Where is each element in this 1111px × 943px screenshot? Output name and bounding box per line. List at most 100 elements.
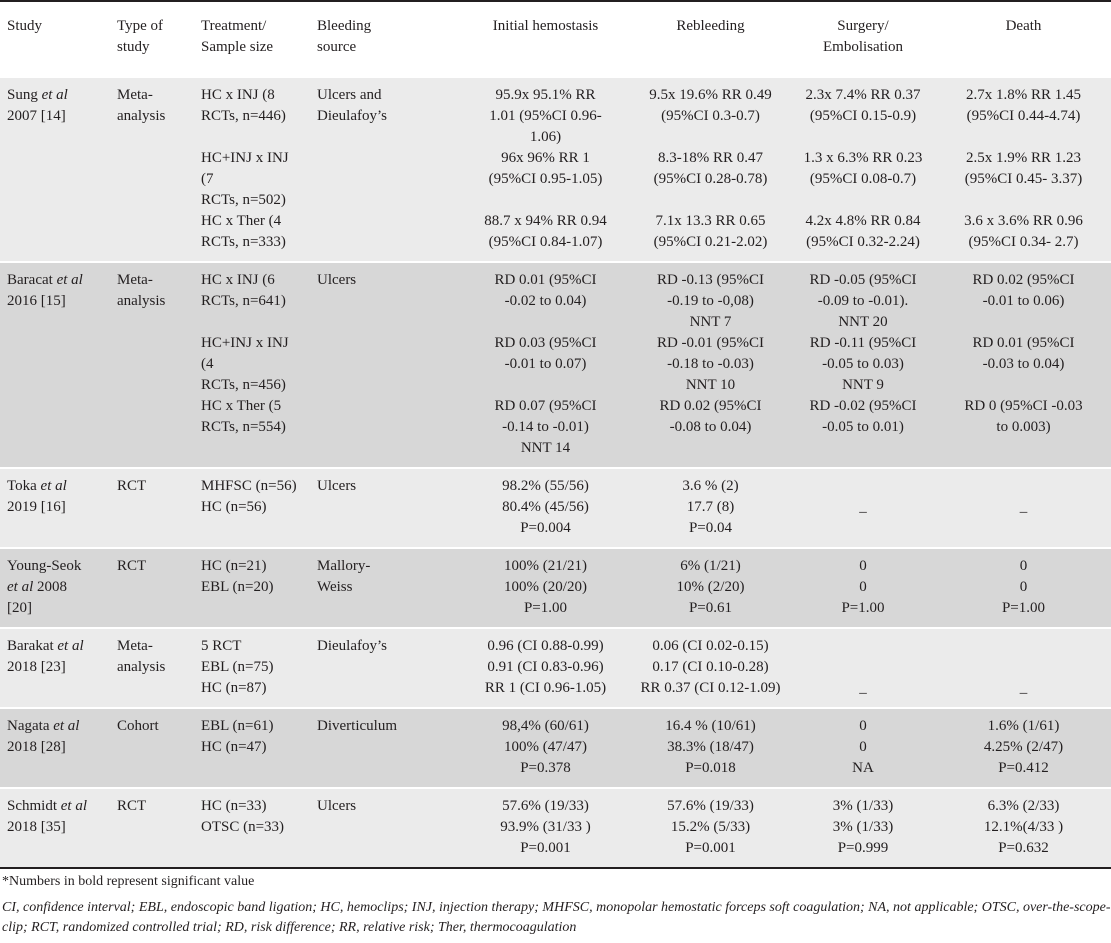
study-group: Baracat et al 2016 [15] Meta- analysis HC … bbox=[0, 262, 1111, 468]
study-group: Nagata et al 2018 [28] Cohort EBL (n=61) H… bbox=[0, 708, 1111, 788]
study-etal: et al bbox=[60, 798, 88, 814]
rebleeding-cell: 8.3-18% RR 0.47 (95%CI 0.28-0.78) bbox=[653, 150, 768, 187]
study-author: Nagata bbox=[7, 718, 54, 734]
type-cell: Meta- analysis bbox=[117, 87, 166, 124]
study-group: Schmidt et al 2018 [35] RCT HC (n=33) OTSC… bbox=[0, 788, 1111, 868]
study-etal: et al bbox=[53, 718, 80, 734]
surgery-cell: 0 0 NA bbox=[852, 718, 874, 776]
initial-cell: 57.6% (19/33) 93.9% (31/33 ) P=0.001 bbox=[500, 798, 591, 856]
table-row: HC x Ther (4 RCTs, n=333) 88.7 x 94% RR 0… bbox=[0, 211, 1111, 262]
initial-cell: 88.7 x 94% RR 0.94 (95%CI 0.84-1.07) bbox=[484, 213, 607, 250]
initial-cell: RD 0.07 (95%CI -0.14 to -0.01) NNT 14 bbox=[494, 398, 597, 456]
bleeding-source-cell: Ulcers and Dieulafoy’s bbox=[317, 87, 387, 124]
header-initial-hemostasis: Initial hemostasis bbox=[492, 18, 599, 34]
table-row: Sung et al 2007 [14] Meta- analysis HC x I… bbox=[0, 77, 1111, 148]
study-ref: 2007 [14] bbox=[7, 108, 66, 124]
table-row: Nagata et al 2018 [28] Cohort EBL (n=61) H… bbox=[0, 708, 1111, 788]
type-cell: Meta- analysis bbox=[117, 272, 166, 309]
study-cell: Baracat et al 2016 [15] bbox=[0, 262, 110, 468]
death-cell: _ bbox=[1019, 680, 1028, 696]
death-cell: RD 0.01 (95%CI -0.03 to 0.04) bbox=[972, 335, 1075, 372]
study-ref: 2019 [16] bbox=[7, 499, 66, 515]
treatment-cell: HC (n=21) EBL (n=20) bbox=[201, 558, 274, 595]
treatment-cell: HC+INJ x INJ (4 RCTs, n=456) bbox=[201, 335, 289, 393]
study-group: Toka et al 2019 [16] RCT MHFSC (n=56) HC (… bbox=[0, 468, 1111, 548]
footnote: *Numbers in bold represent significant v… bbox=[2, 874, 255, 889]
study-author: Sung bbox=[7, 87, 42, 103]
study-etal: et al bbox=[7, 579, 34, 595]
initial-cell: 0.96 (CI 0.88-0.99) 0.91 (CI 0.83-0.96) … bbox=[484, 638, 607, 696]
surgery-cell: RD -0.02 (95%CI -0.05 to 0.01) bbox=[809, 398, 917, 435]
initial-cell: RD 0.03 (95%CI -0.01 to 0.07) bbox=[494, 335, 597, 372]
table-row: Schmidt et al 2018 [35] RCT HC (n=33) OTSC… bbox=[0, 788, 1111, 868]
treatment-cell: HC x Ther (5 RCTs, n=554) bbox=[201, 398, 286, 435]
bleeding-source-cell: Diverticulum bbox=[317, 718, 397, 734]
study-author: Schmidt bbox=[7, 798, 61, 814]
study-author: Young-Seok bbox=[7, 558, 82, 574]
surgery-cell: RD -0.11 (95%CI -0.05 to 0.03) NNT 9 bbox=[809, 335, 917, 393]
treatment-cell: MHFSC (n=56) HC (n=56) bbox=[201, 478, 297, 515]
header-bleeding-source: Bleeding source bbox=[317, 18, 372, 55]
study-cell: Schmidt et al 2018 [35] bbox=[0, 788, 110, 868]
study-etal: et al bbox=[40, 478, 67, 494]
bleeding-source-cell: Mallory- Weiss bbox=[317, 558, 371, 595]
header-death: Death bbox=[1005, 18, 1042, 34]
death-cell: 2.5x 1.9% RR 1.23 (95%CI 0.45- 3.37) bbox=[964, 150, 1083, 187]
treatment-cell: HC x Ther (4 RCTs, n=333) bbox=[201, 213, 286, 250]
study-cell: Sung et al 2007 [14] bbox=[0, 77, 110, 262]
surgery-cell: 4.2x 4.8% RR 0.84 (95%CI 0.32-2.24) bbox=[805, 213, 921, 250]
abbreviations: CI, confidence interval; EBL, endoscopic… bbox=[2, 900, 1111, 935]
study-cell: Barakat et al 2018 [23] bbox=[0, 628, 110, 708]
treatment-cell: HC x INJ (6 RCTs, n=641) bbox=[201, 272, 286, 309]
surgery-cell: _ bbox=[859, 680, 867, 696]
surgery-cell: 2.3x 7.4% RR 0.37 (95%CI 0.15-0.9) bbox=[805, 87, 921, 124]
study-ref: 2018 [35] bbox=[7, 819, 66, 835]
treatment-cell: HC x INJ (8 RCTs, n=446) bbox=[201, 87, 286, 124]
study-ref: 2018 [23] bbox=[7, 659, 66, 675]
table-row: HC x Ther (5 RCTs, n=554) RD 0.07 (95%CI … bbox=[0, 396, 1111, 468]
table-header: Study Type of study Treatment/ Sample si… bbox=[0, 1, 1111, 77]
header-surgery: Surgery/ Embolisation bbox=[823, 18, 903, 55]
study-cell: Toka et al 2019 [16] bbox=[0, 468, 110, 548]
rebleeding-cell: 0.06 (CI 0.02-0.15) 0.17 (CI 0.10-0.28) … bbox=[640, 638, 781, 696]
rebleeding-cell: 3.6 % (2) 17.7 (8) P=0.04 bbox=[682, 478, 739, 536]
surgery-cell: _ bbox=[859, 499, 867, 515]
header-rebleeding: Rebleeding bbox=[676, 18, 745, 34]
bleeding-source-cell: Ulcers bbox=[317, 478, 357, 494]
initial-cell: 98.2% (55/56) 80.4% (45/56) P=0.004 bbox=[502, 478, 589, 536]
rebleeding-cell: 16.4 % (10/61) 38.3% (18/47) P=0.018 bbox=[665, 718, 756, 776]
table-row: Barakat et al 2018 [23] Meta- analysis 5 R… bbox=[0, 628, 1111, 708]
study-etal: et al bbox=[56, 272, 83, 288]
table-row: HC+INJ x INJ (4 RCTs, n=456) RD 0.03 (95%… bbox=[0, 333, 1111, 396]
study-etal: et al bbox=[41, 87, 68, 103]
rebleeding-cell: 7.1x 13.3 RR 0.65 (95%CI 0.21-2.02) bbox=[653, 213, 768, 250]
bleeding-source-cell: Ulcers bbox=[317, 798, 357, 814]
study-group: Young-Seok et al 2008 [20] RCT HC (n=21) E… bbox=[0, 548, 1111, 628]
rebleeding-cell: RD -0.13 (95%CI -0.19 to -0,08) NNT 7 bbox=[656, 272, 765, 330]
type-cell: Meta- analysis bbox=[117, 638, 166, 675]
initial-cell: 100% (21/21) 100% (20/20) P=1.00 bbox=[504, 558, 587, 616]
study-author: Barakat bbox=[7, 638, 58, 654]
header-study: Study bbox=[7, 18, 43, 34]
initial-cell: 98,4% (60/61) 100% (47/47) P=0.378 bbox=[502, 718, 589, 776]
rebleeding-cell: RD -0.01 (95%CI -0.18 to -0.03) NNT 10 bbox=[656, 335, 765, 393]
treatment-cell: HC+INJ x INJ (7 RCTs, n=502) bbox=[201, 150, 289, 208]
rebleeding-cell: 57.6% (19/33) 15.2% (5/33) P=0.001 bbox=[667, 798, 754, 856]
rebleeding-cell: RD 0.02 (95%CI -0.08 to 0.04) bbox=[659, 398, 762, 435]
death-cell: RD 0 (95%CI -0.03 to 0.003) bbox=[964, 398, 1083, 435]
surgery-cell: 0 0 P=1.00 bbox=[841, 558, 885, 616]
table-row: HC+INJ x INJ (7 RCTs, n=502) 96x 96% RR 1… bbox=[0, 148, 1111, 211]
initial-cell: 96x 96% RR 1 (95%CI 0.95-1.05) bbox=[488, 150, 603, 187]
header-treatment: Treatment/ Sample size bbox=[201, 18, 274, 55]
rebleeding-cell: 9.5x 19.6% RR 0.49 (95%CI 0.3-0.7) bbox=[649, 87, 772, 124]
study-ref: 2016 [15] bbox=[7, 293, 66, 309]
table-row: Baracat et al 2016 [15] Meta- analysis HC … bbox=[0, 262, 1111, 333]
initial-cell: RD 0.01 (95%CI -0.02 to 0.04) bbox=[494, 272, 597, 309]
comparison-table: Study Type of study Treatment/ Sample si… bbox=[0, 1, 1111, 868]
initial-cell: 95.9x 95.1% RR 1.01 (95%CI 0.96- 1.06) bbox=[489, 87, 602, 145]
treatment-cell: HC (n=33) OTSC (n=33) bbox=[201, 798, 285, 835]
header-type: Type of study bbox=[117, 18, 164, 55]
death-cell: 3.6 x 3.6% RR 0.96 (95%CI 0.34- 2.7) bbox=[964, 213, 1083, 250]
death-cell: 1.6% (1/61) 4.25% (2/47) P=0.412 bbox=[983, 718, 1064, 776]
death-cell: 0 0 P=1.00 bbox=[1001, 558, 1046, 616]
